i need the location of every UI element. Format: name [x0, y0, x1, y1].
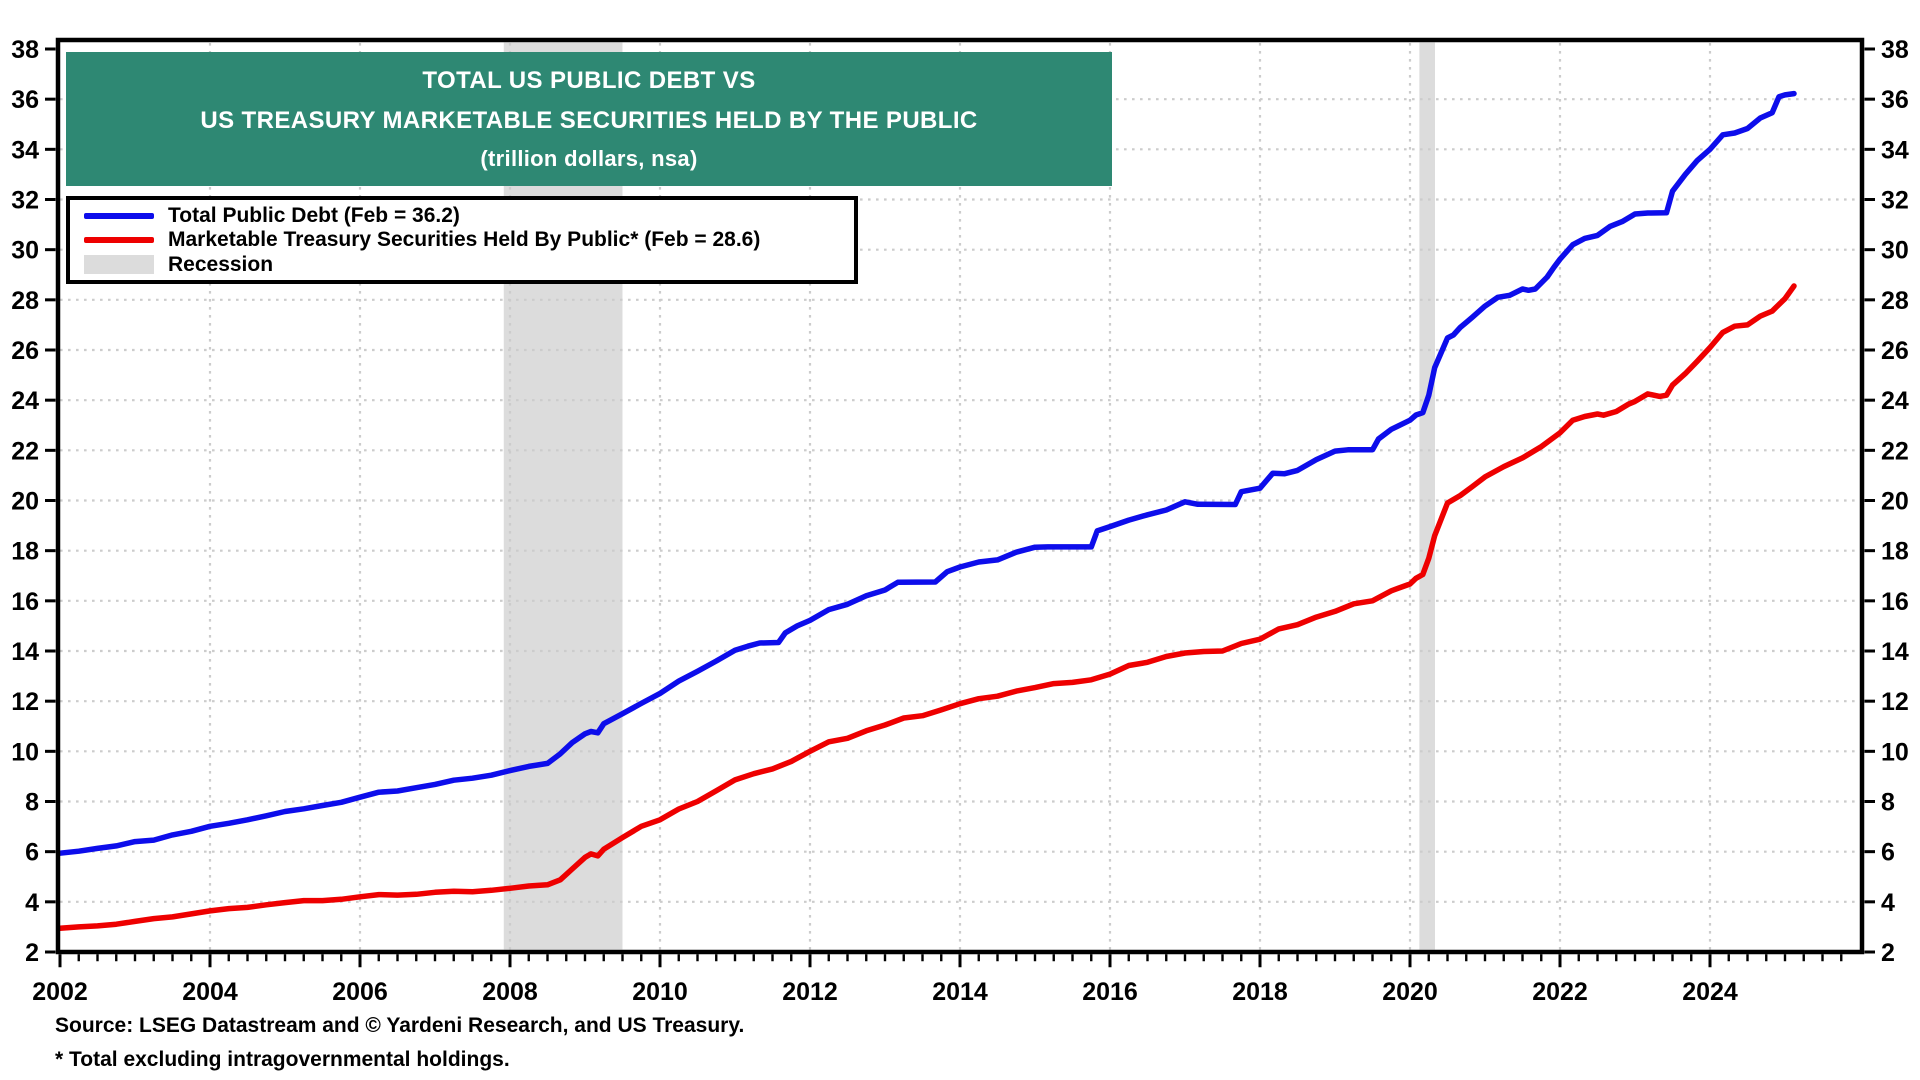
y-axis-label-right: 28 [1881, 287, 1909, 315]
x-axis-label: 2004 [182, 978, 238, 1006]
y-axis-label-right: 34 [1881, 136, 1909, 164]
y-axis-label-left: 26 [11, 337, 39, 365]
y-axis-label-right: 18 [1881, 538, 1909, 566]
legend-item-marketable-securities: Marketable Treasury Securities Held By P… [84, 228, 854, 252]
y-axis-label-right: 32 [1881, 187, 1909, 215]
chart-legend: Total Public Debt (Feb = 36.2) Marketabl… [66, 196, 858, 284]
marketable-securities-line [57, 283, 1797, 931]
x-axis-label: 2002 [32, 978, 88, 1006]
y-axis-label-right: 24 [1881, 387, 1909, 415]
y-axis-label-right: 22 [1881, 437, 1909, 465]
y-axis-label-right: 6 [1881, 839, 1895, 867]
y-axis-label-right: 38 [1881, 36, 1909, 64]
total-public-debt-label: Total Public Debt (Feb = 36.2) [168, 203, 460, 227]
marketable-securities-swatch [84, 237, 154, 243]
marketable-securities-label: Marketable Treasury Securities Held By P… [168, 228, 761, 251]
y-axis-label-right: 10 [1881, 738, 1909, 766]
y-axis-label-right: 20 [1881, 488, 1909, 516]
legend-item-total-public-debt: Total Public Debt (Feb = 36.2) [84, 204, 854, 228]
total-public-debt-swatch [84, 212, 154, 219]
y-axis-label-right: 4 [1881, 889, 1895, 917]
footnote: * Total excluding intragovernmental hold… [55, 1048, 510, 1071]
x-axis-label: 2014 [932, 978, 988, 1006]
x-axis-label: 2024 [1682, 978, 1738, 1006]
x-axis-label: 2012 [782, 978, 838, 1006]
total-public-debt-line [57, 90, 1797, 856]
recession-swatch [84, 255, 154, 274]
x-axis-label: 2008 [482, 978, 538, 1006]
plot-frame [55, 37, 1865, 955]
y-axis-label-right: 26 [1881, 337, 1909, 365]
recession-label: Recession [168, 252, 274, 276]
y-axis-label-left: 18 [11, 538, 39, 566]
chart-title-banner: TOTAL US PUBLIC DEBT VS US TREASURY MARK… [66, 52, 1112, 186]
y-axis-label-right: 8 [1881, 789, 1895, 817]
recession-band [503, 42, 623, 950]
y-axis-label-left: 10 [11, 738, 39, 766]
x-axis-label: 2022 [1532, 978, 1588, 1006]
y-axis-label-right: 2 [1881, 939, 1895, 967]
chart-subtitle: (trillion dollars, nsa) [480, 146, 698, 171]
y-axis-label-left: 30 [11, 237, 39, 265]
y-axis-label-left: 24 [11, 387, 39, 415]
x-axis-label: 2010 [632, 978, 688, 1006]
y-axis-label-right: 14 [1881, 638, 1909, 666]
x-axis-label: 2018 [1232, 978, 1288, 1006]
y-axis-label-left: 8 [25, 789, 39, 817]
y-axis-label-left: 14 [11, 638, 39, 666]
y-axis-label-left: 22 [11, 437, 39, 465]
y-axis-label-left: 12 [11, 688, 39, 716]
y-axis-label-left: 28 [11, 287, 39, 315]
y-axis-label-right: 36 [1881, 86, 1909, 114]
y-axis-label-left: 4 [25, 889, 39, 917]
y-axis-label-left: 32 [11, 187, 39, 215]
legend-item-recession: Recession [84, 253, 854, 277]
recession-band [1419, 42, 1435, 950]
y-axis-label-left: 6 [25, 839, 39, 867]
x-axis-label: 2016 [1082, 978, 1138, 1006]
source-note: Source: LSEG Datastream and © Yardeni Re… [55, 1014, 745, 1037]
x-axis-label: 2006 [332, 978, 388, 1006]
x-axis-label: 2020 [1382, 978, 1438, 1006]
y-axis-label-left: 38 [11, 36, 39, 64]
y-axis-label-left: 2 [25, 939, 39, 967]
y-axis-label-right: 12 [1881, 688, 1909, 716]
y-axis-label-right: 30 [1881, 237, 1909, 265]
y-axis-label-left: 16 [11, 588, 39, 616]
chart-title-line2: US TREASURY MARKETABLE SECURITIES HELD B… [200, 107, 978, 134]
y-axis-label-left: 20 [11, 488, 39, 516]
y-axis-label-right: 16 [1881, 588, 1909, 616]
y-axis-label-left: 36 [11, 86, 39, 114]
y-axis-label-left: 34 [11, 136, 39, 164]
chart-title-line1: TOTAL US PUBLIC DEBT VS [422, 67, 756, 94]
